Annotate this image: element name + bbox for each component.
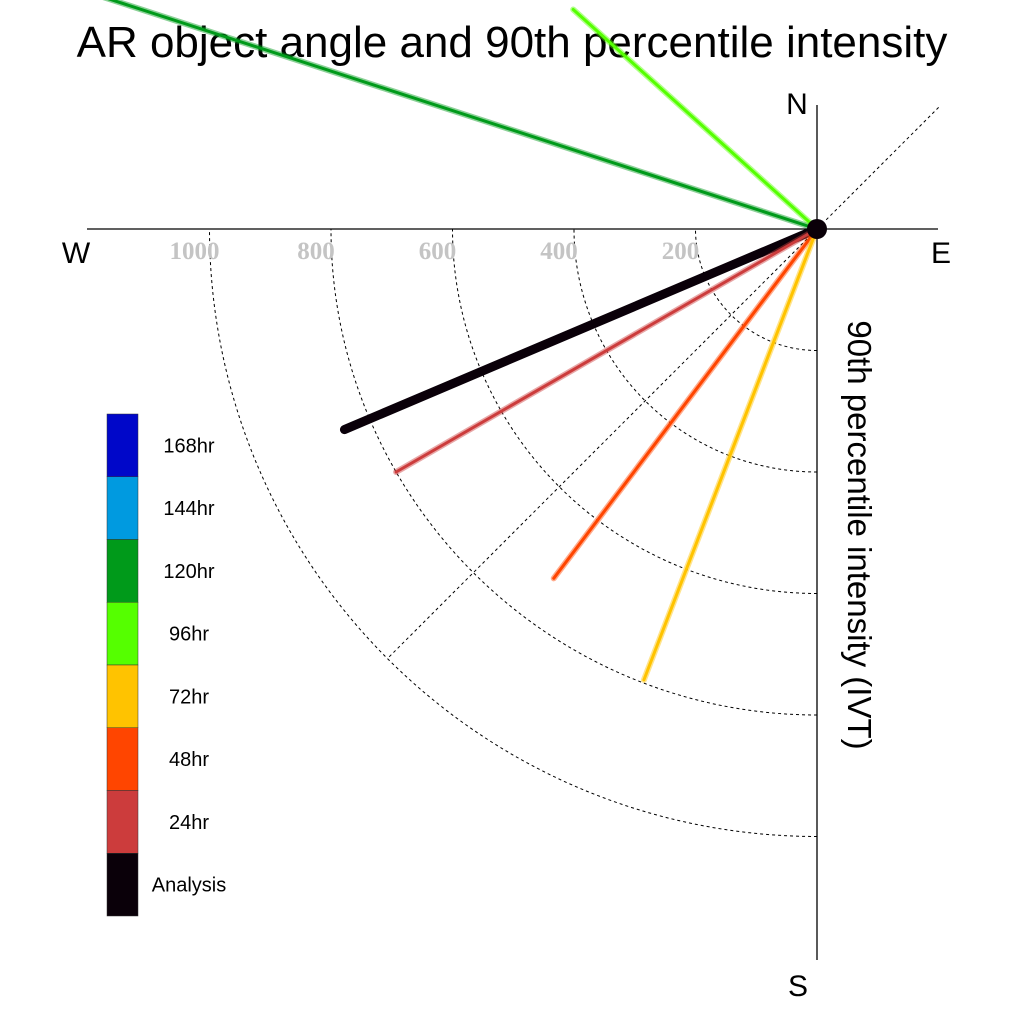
- legend-label: 120hr: [163, 561, 214, 583]
- radial-tick-label: 1000: [170, 238, 220, 265]
- legend-swatch: [106, 664, 139, 728]
- compass-south: S: [788, 970, 808, 1003]
- legend-label: 72hr: [169, 686, 209, 708]
- radial-tick-label: 800: [297, 238, 335, 265]
- radial-tick-labels: 200 400 600 800 1000: [170, 238, 700, 265]
- legend-label: 168hr: [163, 435, 214, 457]
- legend-swatch: [106, 476, 139, 540]
- compass-east: E: [931, 237, 951, 270]
- series-vectors: [102, 0, 822, 683]
- radial-axis-title: 90th percentile intensity (IVT): [841, 320, 878, 749]
- grid-ring: [209, 228, 818, 837]
- series-vector-72hr: [642, 227, 819, 682]
- series-vector-48hr: [552, 227, 819, 580]
- series-vector-96hr: [571, 7, 819, 231]
- compass-west: W: [62, 237, 91, 270]
- grid-ring: [695, 228, 818, 351]
- grid-ring: [330, 228, 818, 716]
- legend-swatch: [106, 790, 139, 854]
- legend-label: 96hr: [169, 624, 209, 646]
- series-vector-analysis: [339, 224, 822, 435]
- grid-ring: [573, 228, 818, 473]
- legend-swatch: [106, 602, 139, 666]
- polar-grid: [209, 107, 939, 837]
- legend-label: 144hr: [163, 498, 214, 520]
- legend-label: 48hr: [169, 749, 209, 771]
- radial-tick-label: 200: [662, 238, 700, 265]
- grid-ring: [452, 228, 818, 594]
- compass-north: N: [786, 88, 808, 121]
- legend-label: 24hr: [169, 812, 209, 834]
- legend-swatch: [106, 727, 139, 791]
- legend: 168hr 144hr 120hr 96hr 72hr 48hr 24hr Analysis: [106, 413, 226, 917]
- radial-tick-label: 400: [540, 238, 578, 265]
- legend-swatch: [106, 539, 139, 603]
- legend-swatch: [106, 413, 139, 477]
- legend-label: Analysis: [152, 875, 226, 897]
- legend-swatch: [106, 853, 139, 917]
- radial-tick-label: 600: [419, 238, 457, 265]
- chart-title: AR object angle and 90th percentile inte…: [77, 18, 948, 67]
- series-vector-120hr: [107, 0, 819, 231]
- origin-point: [807, 219, 827, 239]
- series-vector-24hr: [394, 227, 819, 474]
- diagonal-guide: [387, 107, 939, 659]
